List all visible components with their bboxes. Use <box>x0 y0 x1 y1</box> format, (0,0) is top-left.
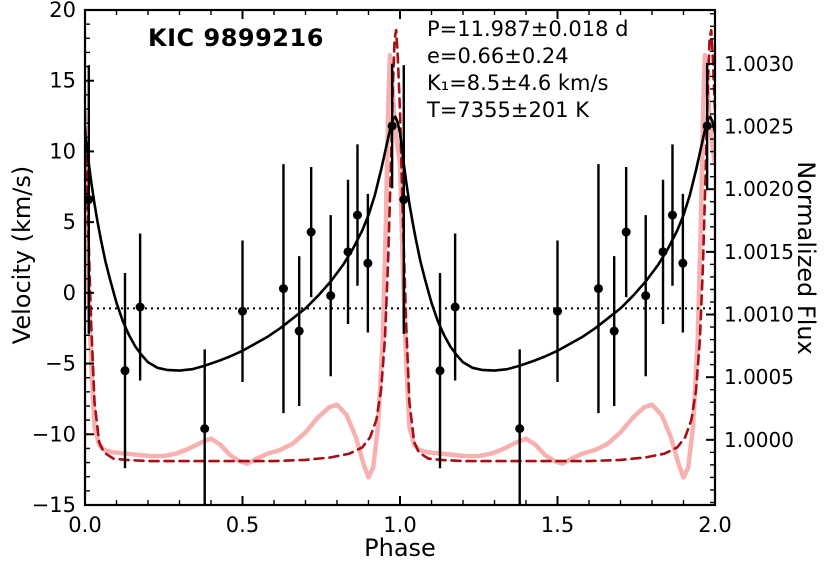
rv-data-point <box>658 247 668 257</box>
x-axis-label: Phase <box>364 534 436 562</box>
y-left-tick-label: −10 <box>32 422 76 446</box>
rv-data-point <box>553 306 562 316</box>
y-left-tick-label: −15 <box>32 493 76 517</box>
rv-data-point <box>593 284 603 294</box>
rv-data-point <box>294 326 304 336</box>
rv-data-point <box>667 210 677 220</box>
rv-data-point <box>435 366 445 376</box>
rv-data-point <box>135 302 145 312</box>
rv-data-point <box>326 291 336 301</box>
rv-data-point <box>641 291 651 301</box>
y-right-tick-label: 1.0030 <box>724 52 794 76</box>
rv-data-point <box>85 195 94 205</box>
param-temperature: T=7355±201 K <box>427 98 589 122</box>
y-left-tick-label: −5 <box>45 352 76 376</box>
rv-data-point <box>200 424 210 434</box>
x-tick-label: 1.0 <box>383 513 416 537</box>
x-tick-label: 2.0 <box>698 513 731 537</box>
y-left-tick-label: 5 <box>63 210 76 234</box>
y-right-tick-label: 1.0020 <box>724 177 794 201</box>
rv-data-point <box>343 247 353 257</box>
rv-data-point <box>678 258 688 268</box>
param-eccentricity: e=0.66±0.24 <box>427 44 569 68</box>
rv-model-curve <box>85 115 715 372</box>
rv-data-point <box>621 227 631 237</box>
x-tick-label: 1.5 <box>541 513 574 537</box>
rv-data-point <box>120 366 130 376</box>
flux-model-curve <box>85 28 715 463</box>
y-left-tick-label: 20 <box>49 0 76 22</box>
y-left-tick-label: 10 <box>49 139 76 163</box>
param-period: P=11.987±0.018 d <box>427 17 629 41</box>
rv-data-point <box>363 258 373 268</box>
y-right-tick-label: 1.0015 <box>724 240 794 264</box>
y-right-tick-label: 1.0005 <box>724 365 794 389</box>
rv-data-point <box>609 326 619 336</box>
rv-data-point <box>387 121 397 131</box>
rv-data-point <box>399 195 409 205</box>
y-axis-label-left: Velocity (km/s) <box>8 165 36 345</box>
y-right-tick-label: 1.0010 <box>724 303 794 327</box>
plot-area <box>85 28 715 505</box>
rv-data-point <box>450 302 460 312</box>
rv-data-point <box>238 306 247 316</box>
y-right-tick-label: 1.0025 <box>724 115 794 139</box>
y-axis-label-right: Normalized Flux <box>792 161 820 355</box>
orbital-parameters-block: P=11.987±0.018 d e=0.66±0.24 K₁=8.5±4.6 … <box>427 16 628 124</box>
rv-data-point <box>352 210 362 220</box>
x-tick-label: 0.0 <box>68 513 101 537</box>
y-left-tick-label: 15 <box>49 69 76 93</box>
x-tick-label: 0.5 <box>226 513 259 537</box>
param-k1-amplitude: K₁=8.5±4.6 km/s <box>427 71 609 95</box>
y-left-tick-label: 0 <box>63 281 76 305</box>
y-right-tick-label: 1.0000 <box>724 428 794 452</box>
rv-data-point <box>278 284 288 294</box>
rv-data-point <box>515 424 525 434</box>
rv-data-point <box>306 227 316 237</box>
star-id-label: KIC 9899216 <box>148 24 324 52</box>
